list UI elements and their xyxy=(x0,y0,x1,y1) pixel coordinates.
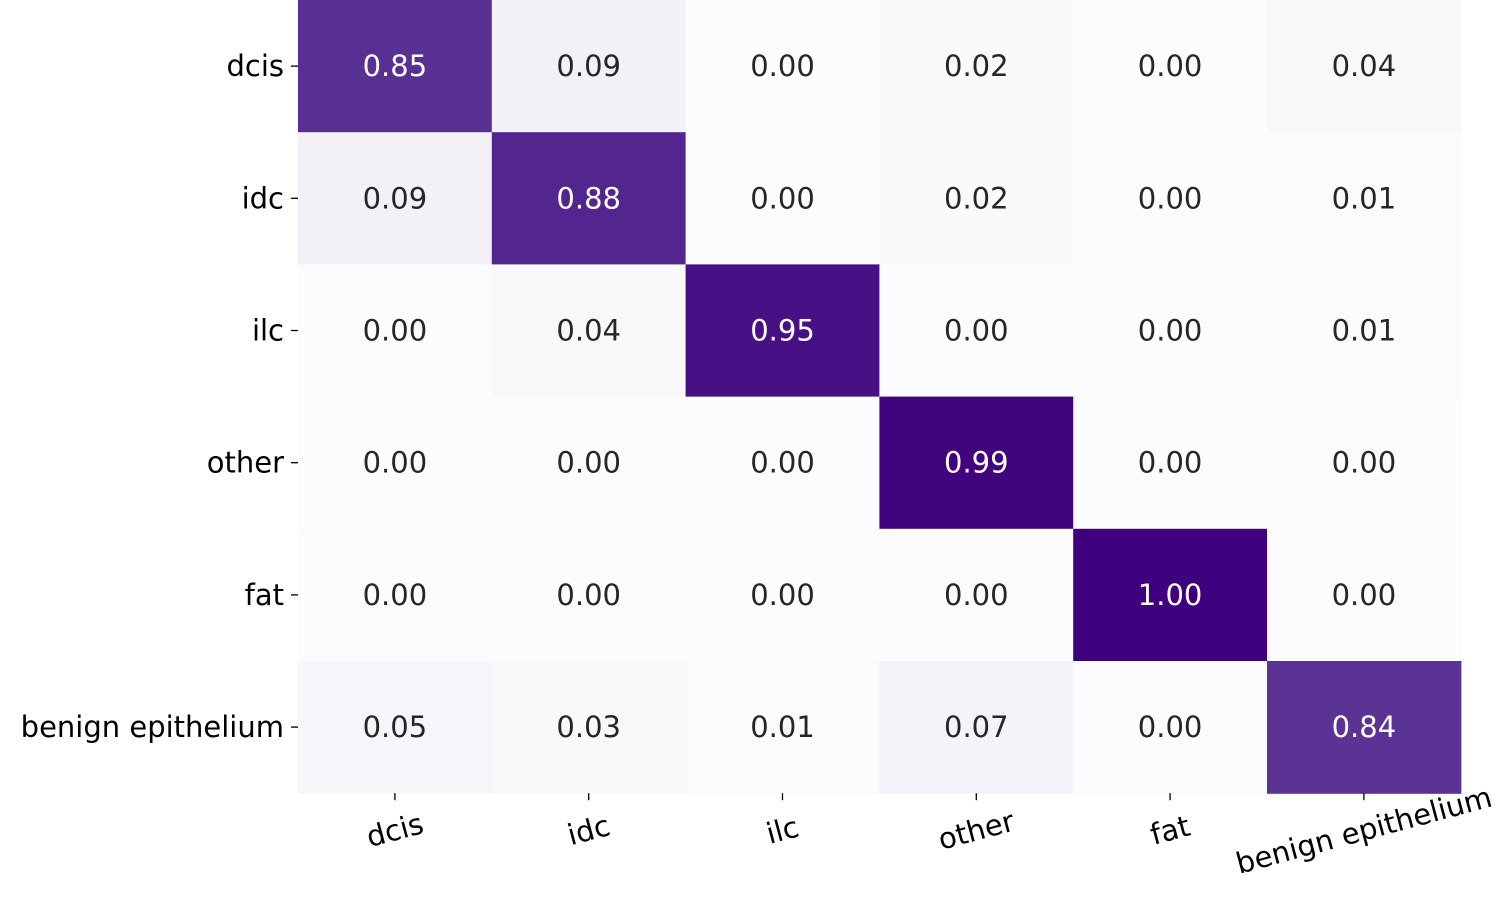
y-tick-label-benign-epithelium: benign epithelium xyxy=(21,710,284,744)
cell-fat-ilc xyxy=(685,528,880,662)
cell-ilc-idc xyxy=(491,264,687,398)
cell-value-idc-fat: 0.00 xyxy=(1138,181,1203,215)
cell-value-other-dcis: 0.00 xyxy=(363,446,428,480)
y-tick-label-fat: fat xyxy=(245,578,284,612)
cell-value-idc-other: 0.02 xyxy=(944,181,1009,215)
cell-idc-idc xyxy=(491,132,687,265)
cell-value-ilc-benign-epithelium: 0.01 xyxy=(1332,314,1397,348)
cell-value-ilc-dcis: 0.00 xyxy=(363,314,428,348)
cell-value-dcis-other: 0.02 xyxy=(944,49,1009,83)
cell-value-other-ilc: 0.00 xyxy=(750,446,815,480)
x-tick-label-dcis: dcis xyxy=(363,806,427,854)
y-axis: dcis idc ilc other fat benign epithelium xyxy=(21,49,298,744)
cell-value-benign-epithelium-ilc: 0.01 xyxy=(750,710,815,744)
cell-value-fat-idc: 0.00 xyxy=(556,578,621,612)
cell-value-dcis-idc: 0.09 xyxy=(556,49,621,83)
cell-fat-idc xyxy=(491,528,687,662)
cell-value-idc-ilc: 0.00 xyxy=(750,181,815,215)
cell-benign-epithelium-benign-epithelium xyxy=(1267,661,1462,794)
y-tick-label-other: other xyxy=(207,446,284,480)
cell-value-other-idc: 0.00 xyxy=(556,446,621,480)
cell-idc-dcis xyxy=(298,132,493,265)
cell-other-ilc xyxy=(685,396,880,530)
cell-ilc-dcis xyxy=(298,264,493,398)
cell-ilc-benign-epithelium xyxy=(1267,264,1462,398)
cell-value-idc-dcis: 0.09 xyxy=(363,181,428,215)
cell-idc-ilc xyxy=(685,132,880,265)
y-tick-label-ilc: ilc xyxy=(252,314,284,348)
cell-ilc-other xyxy=(879,264,1074,398)
cell-other-idc xyxy=(491,396,687,530)
cell-value-dcis-dcis: 0.85 xyxy=(363,49,428,83)
cell-value-benign-epithelium-idc: 0.03 xyxy=(556,710,621,744)
cell-other-dcis xyxy=(298,396,493,530)
x-tick-label-ilc: ilc xyxy=(763,810,803,851)
cell-value-other-other: 0.99 xyxy=(944,446,1009,480)
cell-benign-epithelium-dcis xyxy=(298,661,493,794)
cell-dcis-other xyxy=(879,0,1074,133)
cell-dcis-idc xyxy=(491,0,687,133)
cell-value-ilc-ilc: 0.95 xyxy=(750,314,815,348)
cell-idc-other xyxy=(879,132,1074,265)
cell-value-ilc-other: 0.00 xyxy=(944,314,1009,348)
cell-value-idc-idc: 0.88 xyxy=(556,181,621,215)
y-tick-label-dcis: dcis xyxy=(226,49,284,83)
x-tick-label-other: other xyxy=(935,804,1018,857)
cell-value-benign-epithelium-fat: 0.00 xyxy=(1138,710,1203,744)
x-tick-label-fat: fat xyxy=(1147,809,1194,852)
cell-value-idc-benign-epithelium: 0.01 xyxy=(1332,181,1397,215)
cell-benign-epithelium-ilc xyxy=(685,661,880,794)
cell-value-benign-epithelium-other: 0.07 xyxy=(944,710,1009,744)
cell-fat-fat xyxy=(1073,528,1268,662)
cell-value-dcis-fat: 0.00 xyxy=(1138,49,1203,83)
cell-value-benign-epithelium-benign-epithelium: 0.84 xyxy=(1332,710,1397,744)
cell-other-other xyxy=(879,396,1074,530)
cell-idc-fat xyxy=(1073,132,1268,265)
cell-other-fat xyxy=(1073,396,1268,530)
heatmap-cell-labels: 0.85 0.09 0.00 0.02 0.00 0.04 0.09 0.88 0.00 0.02… xyxy=(363,49,1397,744)
heatmap-cells xyxy=(298,0,1462,794)
x-axis: dcis idc ilc other fat benign epithelium xyxy=(363,780,1496,881)
y-tick-label-idc: idc xyxy=(242,181,284,215)
cell-value-other-benign-epithelium: 0.00 xyxy=(1332,446,1397,480)
cell-value-fat-ilc: 0.00 xyxy=(750,578,815,612)
cell-value-ilc-fat: 0.00 xyxy=(1138,314,1203,348)
cell-dcis-fat xyxy=(1073,0,1268,133)
cell-ilc-fat xyxy=(1073,264,1268,398)
cell-benign-epithelium-fat xyxy=(1073,661,1268,794)
cell-value-ilc-idc: 0.04 xyxy=(556,314,621,348)
cell-dcis-benign-epithelium xyxy=(1267,0,1462,133)
x-tick-label-idc: idc xyxy=(564,808,614,852)
cell-value-other-fat: 0.00 xyxy=(1138,446,1203,480)
cell-fat-dcis xyxy=(298,528,493,662)
cell-ilc-ilc xyxy=(685,264,880,398)
cell-value-dcis-ilc: 0.00 xyxy=(750,49,815,83)
cell-value-benign-epithelium-dcis: 0.05 xyxy=(363,710,428,744)
cell-fat-other xyxy=(879,528,1074,662)
cell-other-benign-epithelium xyxy=(1267,396,1462,530)
cell-value-fat-fat: 1.00 xyxy=(1138,578,1203,612)
cell-benign-epithelium-other xyxy=(879,661,1074,794)
cell-benign-epithelium-idc xyxy=(491,661,687,794)
cell-value-dcis-benign-epithelium: 0.04 xyxy=(1332,49,1397,83)
cell-value-fat-benign-epithelium: 0.00 xyxy=(1332,578,1397,612)
cell-dcis-ilc xyxy=(685,0,880,133)
cell-dcis-dcis xyxy=(298,0,493,133)
cell-idc-benign-epithelium xyxy=(1267,132,1462,265)
cell-fat-benign-epithelium xyxy=(1267,528,1462,662)
cell-value-fat-dcis: 0.00 xyxy=(363,578,428,612)
cell-value-fat-other: 0.00 xyxy=(944,578,1009,612)
